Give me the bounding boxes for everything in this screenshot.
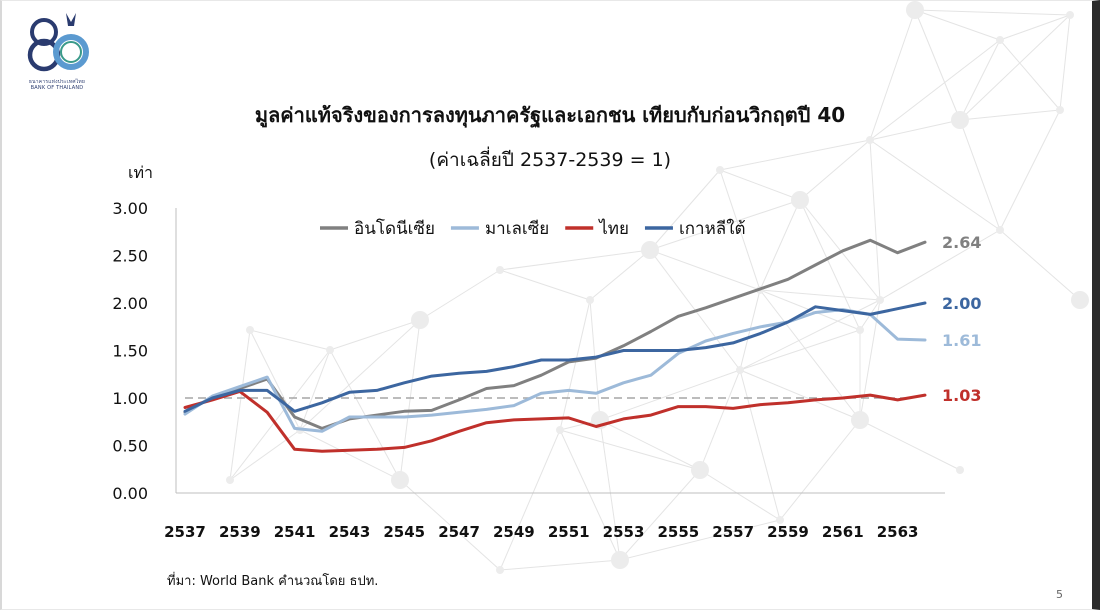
x-tick-label: 2549: [493, 523, 535, 541]
x-tick-label: 2551: [548, 523, 590, 541]
background-node: [641, 241, 659, 259]
x-tick-label: 2553: [603, 523, 645, 541]
x-tick-label: 2563: [877, 523, 919, 541]
background-node: [496, 266, 504, 274]
legend-label: เกาหลีใต้: [679, 218, 746, 239]
x-tick-label: 2555: [657, 523, 699, 541]
chart-title: มูลค่าแท้จริงของการลงทุนภาครัฐและเอกชน เ…: [254, 103, 846, 127]
series-end-label: 2.64: [942, 233, 981, 252]
legend-label: ไทย: [597, 218, 629, 239]
y-tick-label: 0.50: [112, 437, 148, 456]
x-tick-label: 2545: [383, 523, 425, 541]
y-axis-unit-label: เท่า: [128, 163, 153, 182]
background-node: [1066, 11, 1074, 19]
y-tick-label: 3.00: [112, 199, 148, 218]
background-node: [246, 326, 254, 334]
page-number: 5: [1056, 588, 1063, 601]
y-tick-label: 1.00: [112, 389, 148, 408]
background-node: [411, 311, 429, 329]
x-tick-label: 2559: [767, 523, 809, 541]
logo-emblem-icon: [27, 13, 89, 72]
background-node: [856, 326, 864, 334]
background-node: [776, 516, 784, 524]
legend-label: มาเลเซีย: [485, 219, 549, 239]
y-tick-label: 2.50: [112, 247, 148, 266]
series-end-label: 2.00: [942, 294, 981, 313]
logo-text-en: BANK OF THAILAND: [30, 85, 84, 91]
background-node: [996, 226, 1004, 234]
y-tick-label: 2.00: [112, 294, 148, 313]
background-node: [996, 36, 1004, 44]
logo-text-th: ธนาคารแห่งประเทศไทย: [28, 79, 86, 85]
background-node: [876, 296, 884, 304]
series-line: [183, 238, 927, 430]
y-tick-label: 0.00: [112, 484, 148, 503]
background-node: [586, 296, 594, 304]
background-node: [866, 136, 874, 144]
x-tick-label: 2561: [822, 523, 864, 541]
legend-label: อินโดนีเซีย: [354, 218, 435, 239]
series-end-label: 1.61: [942, 331, 981, 350]
background-node: [391, 471, 409, 489]
x-tick-label: 2547: [438, 523, 480, 541]
series-line: [183, 301, 927, 413]
background-node: [226, 476, 234, 484]
chart-subtitle: (ค่าเฉลี่ยปี 2537-2539 = 1): [428, 149, 672, 171]
background-node: [691, 461, 709, 479]
background-node: [611, 551, 629, 569]
background-node: [326, 346, 334, 354]
x-tick-label: 2557: [712, 523, 754, 541]
background-node: [906, 1, 924, 19]
background-node: [951, 111, 969, 129]
series-line: [183, 389, 927, 453]
background-node: [716, 166, 724, 174]
source-note: ที่มา: World Bank คำนวณโดย ธปท.: [167, 574, 379, 589]
background-node: [791, 191, 809, 209]
background-node: [851, 411, 869, 429]
series-line: [183, 308, 927, 433]
background-node: [1056, 106, 1064, 114]
y-tick-label: 1.50: [112, 342, 148, 361]
bank-of-thailand-logo: ธนาคารแห่งประเทศไทย BANK OF THAILAND: [14, 8, 100, 94]
x-tick-label: 2537: [164, 523, 206, 541]
background-node: [556, 426, 564, 434]
series-end-label: 1.03: [942, 386, 981, 405]
background-node: [1071, 291, 1089, 309]
x-tick-label: 2541: [274, 523, 316, 541]
background-node: [496, 566, 504, 574]
background-node: [956, 466, 964, 474]
background-node: [736, 366, 744, 374]
x-tick-label: 2539: [219, 523, 261, 541]
x-tick-label: 2543: [329, 523, 371, 541]
